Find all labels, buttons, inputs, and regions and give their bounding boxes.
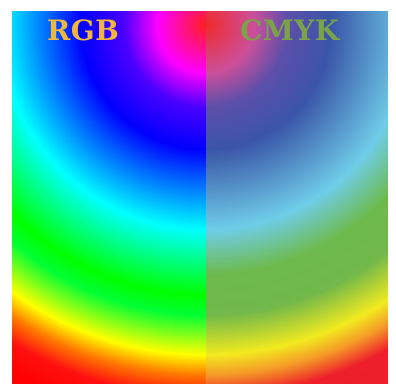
- rgb-gradient-panel: [12, 11, 206, 384]
- cmyk-label: CMYK: [240, 14, 340, 47]
- cmyk-gradient-panel: [206, 11, 388, 384]
- rgb-label: RGB: [47, 14, 120, 47]
- color-comparison-image: [12, 11, 388, 384]
